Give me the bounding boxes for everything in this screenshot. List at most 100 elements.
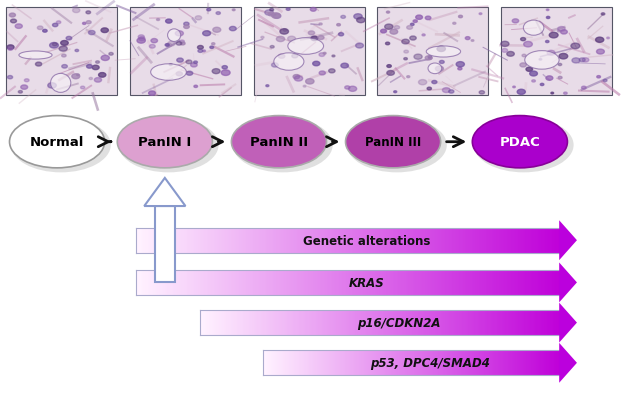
Bar — [183, 228, 184, 253]
Bar — [329, 310, 331, 335]
Bar — [214, 270, 216, 295]
Bar — [224, 310, 225, 335]
Bar — [396, 350, 398, 375]
Bar — [406, 350, 408, 375]
Bar — [465, 350, 466, 375]
Bar — [548, 228, 550, 253]
Bar — [378, 350, 379, 375]
Bar — [293, 228, 295, 253]
Bar — [266, 270, 268, 295]
Bar — [487, 350, 488, 375]
Bar — [220, 310, 222, 335]
Circle shape — [195, 17, 202, 21]
Bar — [522, 350, 523, 375]
Bar — [269, 270, 271, 295]
Bar — [207, 270, 209, 295]
Bar — [320, 270, 321, 295]
Bar — [268, 350, 269, 375]
Bar — [246, 228, 248, 253]
Bar — [358, 228, 359, 253]
Bar — [439, 310, 441, 335]
Bar — [201, 270, 203, 295]
Bar — [408, 228, 410, 253]
Circle shape — [194, 86, 198, 88]
Bar — [453, 270, 455, 295]
Bar — [538, 310, 539, 335]
Bar — [469, 350, 470, 375]
Bar — [543, 310, 544, 335]
Bar — [177, 228, 179, 253]
Bar — [343, 350, 344, 375]
Bar — [300, 350, 301, 375]
Bar — [538, 228, 540, 253]
Circle shape — [24, 79, 29, 83]
Circle shape — [232, 10, 235, 12]
Bar — [170, 228, 172, 253]
Bar — [360, 350, 361, 375]
Circle shape — [597, 76, 600, 79]
Bar — [304, 228, 306, 253]
Bar — [211, 228, 213, 253]
Bar — [335, 310, 337, 335]
Bar — [336, 350, 337, 375]
Circle shape — [137, 39, 145, 44]
Bar — [457, 310, 459, 335]
Polygon shape — [559, 221, 577, 261]
Bar — [187, 270, 189, 295]
Bar — [484, 270, 486, 295]
Bar — [313, 350, 314, 375]
Bar — [174, 270, 176, 295]
Bar — [418, 228, 420, 253]
Bar — [225, 270, 227, 295]
Bar — [423, 350, 424, 375]
Bar — [476, 350, 477, 375]
Bar — [429, 310, 430, 335]
Bar — [261, 228, 262, 253]
Bar — [295, 350, 296, 375]
Bar — [479, 270, 481, 295]
Bar — [286, 270, 287, 295]
Ellipse shape — [347, 118, 447, 173]
Bar — [294, 228, 296, 253]
Circle shape — [437, 47, 446, 53]
Bar — [373, 228, 375, 253]
Bar — [491, 310, 493, 335]
Circle shape — [271, 64, 278, 68]
Circle shape — [109, 53, 113, 56]
Bar — [366, 270, 368, 295]
Circle shape — [311, 37, 318, 42]
Bar — [255, 270, 256, 295]
Bar — [460, 228, 462, 253]
Bar — [211, 270, 213, 295]
Bar — [520, 350, 521, 375]
Bar — [460, 310, 462, 335]
Circle shape — [270, 47, 274, 49]
Circle shape — [193, 62, 197, 64]
Bar — [475, 270, 476, 295]
Bar — [231, 270, 233, 295]
Bar — [362, 270, 363, 295]
Bar — [358, 270, 359, 295]
Bar — [459, 228, 461, 253]
Bar — [507, 350, 508, 375]
Bar — [293, 270, 295, 295]
Bar — [450, 350, 451, 375]
Circle shape — [465, 38, 470, 41]
Bar — [526, 310, 527, 335]
Bar — [438, 270, 440, 295]
Bar — [324, 228, 325, 253]
Bar — [437, 350, 438, 375]
Bar — [409, 350, 410, 375]
Circle shape — [216, 13, 221, 15]
Bar — [387, 270, 389, 295]
Bar — [191, 270, 193, 295]
Bar — [166, 228, 167, 253]
Circle shape — [436, 67, 443, 72]
Bar — [493, 270, 495, 295]
Bar — [243, 310, 244, 335]
Bar — [181, 270, 183, 295]
Bar — [262, 270, 264, 295]
Bar — [228, 270, 230, 295]
Circle shape — [526, 68, 533, 72]
Circle shape — [101, 29, 108, 33]
